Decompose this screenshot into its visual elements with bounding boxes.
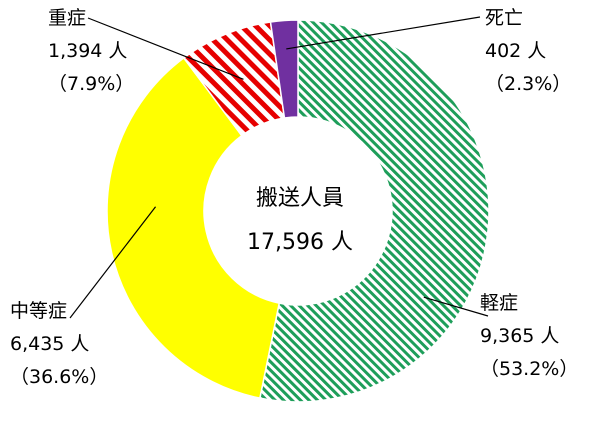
center-title: 搬送人員 bbox=[255, 186, 344, 211]
label-mild-pct: （53.2%） bbox=[480, 358, 579, 380]
leader-line-mild bbox=[423, 296, 489, 317]
leader-line-severe bbox=[87, 17, 244, 80]
label-moderate-name: 中等症 bbox=[10, 300, 68, 322]
label-death-count: 402 人 bbox=[485, 40, 547, 62]
label-mild: 軽症 9,365 人 （53.2%） bbox=[480, 294, 578, 393]
label-severe-count: 1,394 人 bbox=[48, 40, 128, 62]
label-moderate: 中等症 6,435 人 （36.6%） bbox=[10, 302, 108, 401]
label-severe: 重症 1,394 人 （7.9%） bbox=[48, 9, 134, 108]
label-mild-count: 9,365 人 bbox=[480, 325, 560, 347]
slice-death bbox=[269, 19, 299, 119]
label-severe-pct: （7.9%） bbox=[48, 73, 135, 95]
label-severe-name: 重症 bbox=[48, 7, 87, 29]
label-death-pct: （2.3%） bbox=[485, 73, 572, 95]
slice-mild bbox=[258, 19, 490, 403]
label-mild-name: 軽症 bbox=[480, 292, 519, 314]
label-death: 死亡 402 人 （2.3%） bbox=[485, 9, 571, 108]
label-death-name: 死亡 bbox=[485, 7, 524, 29]
label-moderate-count: 6,435 人 bbox=[10, 333, 90, 355]
slice-moderate bbox=[106, 56, 281, 400]
center-label: 搬送人員 17,596 人 bbox=[220, 180, 380, 268]
label-moderate-pct: （36.6%） bbox=[10, 366, 109, 388]
center-total: 17,596 人 bbox=[247, 230, 353, 255]
leader-line-death bbox=[286, 16, 481, 50]
leader-line-moderate bbox=[69, 206, 157, 319]
